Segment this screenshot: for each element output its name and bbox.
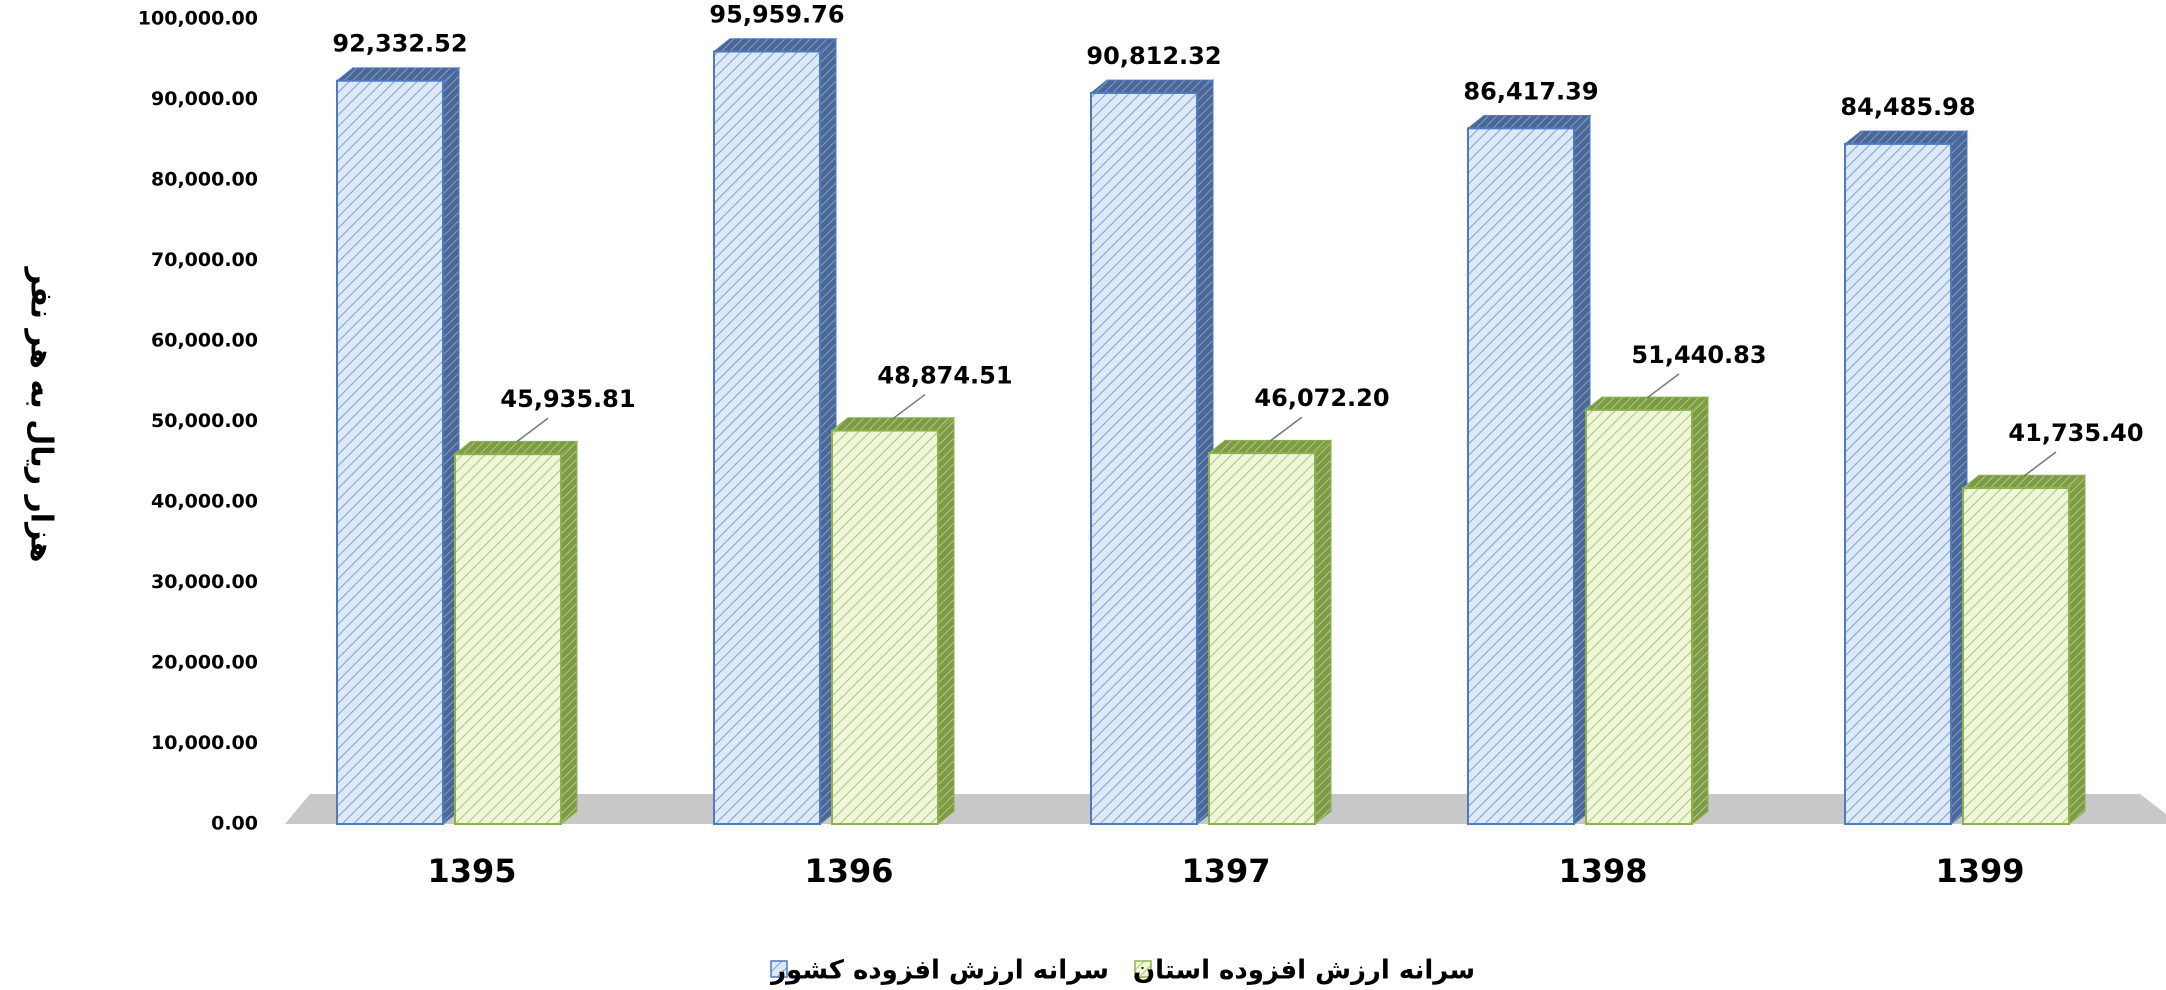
bar-top <box>453 440 579 455</box>
bar-top <box>712 38 838 53</box>
bar-top <box>1843 130 1969 145</box>
leader-line <box>892 393 926 420</box>
bar <box>336 79 444 826</box>
data-label: 46,072.20 <box>1254 384 1389 412</box>
bar-side <box>2068 474 2086 826</box>
data-label: 86,417.39 <box>1463 77 1598 105</box>
bar <box>1844 142 1952 825</box>
bar-side <box>560 440 578 826</box>
bar-top <box>1466 115 1592 129</box>
y-tick-label: 40,000.00 <box>151 491 258 513</box>
x-tick-label: 1395 <box>427 852 516 890</box>
bar-top <box>830 417 956 432</box>
y-tick-label: 0.00 <box>211 813 258 835</box>
x-tick-label: 1397 <box>1181 852 1270 890</box>
y-tick-label: 50,000.00 <box>151 410 258 432</box>
legend-label: سرانه ارزش افزوده استان <box>1133 956 1475 986</box>
y-tick-label: 70,000.00 <box>151 249 258 271</box>
data-label: 92,332.52 <box>332 30 467 58</box>
legend-swatch <box>1134 960 1152 978</box>
legend-label: سرانه ارزش افزوده کشور <box>769 956 1109 986</box>
bar <box>1467 127 1575 825</box>
bar <box>454 453 562 825</box>
data-label: 84,485.98 <box>1840 93 1975 121</box>
leader-line <box>2023 451 2057 477</box>
bar <box>713 50 821 826</box>
y-tick-label: 10,000.00 <box>151 732 258 754</box>
data-label: 95,959.76 <box>709 1 844 29</box>
bar-top <box>1089 79 1215 94</box>
data-label: 48,874.51 <box>877 362 1012 390</box>
bar-top <box>1207 439 1333 454</box>
x-tick-label: 1396 <box>804 852 893 890</box>
bar <box>831 429 939 825</box>
leader-line <box>1269 416 1303 442</box>
bar-top <box>1584 396 1710 411</box>
data-label: 90,812.32 <box>1086 42 1221 70</box>
bar <box>1585 408 1693 825</box>
data-label: 41,735.40 <box>2008 419 2143 447</box>
bar-top <box>1961 474 2087 489</box>
data-label: 51,440.83 <box>1631 341 1766 369</box>
data-label: 45,935.81 <box>500 385 635 413</box>
bar <box>1962 487 2070 825</box>
leader-line <box>1646 373 1680 399</box>
y-tick-label: 90,000.00 <box>151 88 258 110</box>
y-tick-label: 80,000.00 <box>151 169 258 191</box>
bar <box>1090 91 1198 826</box>
y-tick-label: 100,000.00 <box>138 8 258 30</box>
bar <box>1208 452 1316 825</box>
x-tick-label: 1399 <box>1935 852 2024 890</box>
legend-swatch <box>770 960 788 978</box>
y-tick-label: 20,000.00 <box>151 652 258 674</box>
bar-side <box>937 416 955 826</box>
y-axis-label: هزار ریال به هر نفر <box>24 265 59 562</box>
bar-side <box>1691 396 1709 826</box>
y-tick-label: 60,000.00 <box>151 330 258 352</box>
leader-line <box>515 417 549 443</box>
bar-top <box>335 67 461 82</box>
x-tick-label: 1398 <box>1558 852 1647 890</box>
y-tick-label: 30,000.00 <box>151 571 258 593</box>
bar-side <box>1314 439 1332 826</box>
